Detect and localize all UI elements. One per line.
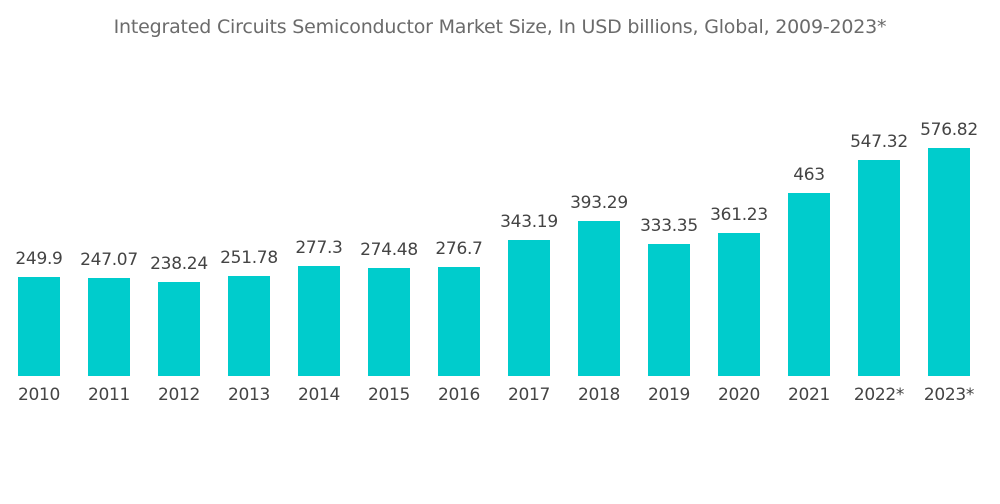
bar-2018	[578, 220, 620, 376]
x-axis-tick-label: 2021	[787, 385, 831, 405]
value-label: 393.29	[570, 192, 628, 213]
value-label: 238.24	[150, 253, 208, 274]
x-axis-tick-label: 2011	[87, 385, 131, 405]
bar-2019	[648, 244, 690, 376]
bar-2014	[298, 266, 340, 376]
value-label: 547.32	[850, 131, 908, 152]
bar-2020	[718, 233, 760, 376]
bar-2013	[228, 276, 270, 376]
x-axis-tick-label: 2012	[157, 385, 201, 405]
value-label: 463	[793, 164, 825, 185]
value-label: 251.78	[220, 248, 278, 269]
value-label: 333.35	[640, 216, 698, 237]
x-axis-tick-label: 2015	[367, 385, 411, 405]
chart-title: Integrated Circuits Semiconductor Market…	[113, 16, 887, 38]
x-axis-tick-label: 2022*	[853, 385, 905, 405]
value-label: 361.23	[710, 205, 768, 226]
bar-2023-projected	[928, 148, 970, 376]
value-label: 276.7	[435, 238, 483, 259]
x-axis-tick-label: 2019	[647, 385, 691, 405]
value-label: 277.3	[295, 238, 343, 259]
x-axis-tick-label: 2017	[507, 385, 551, 405]
x-axis-tick-label: 2020	[717, 385, 761, 405]
value-label: 274.48	[360, 239, 418, 260]
x-axis-tick-label: 2023*	[923, 385, 975, 405]
bar-2010	[18, 277, 60, 376]
bar-2022-projected	[858, 159, 900, 376]
x-axis-tick-label: 2018	[577, 385, 621, 405]
x-axis-tick-label: 2016	[437, 385, 481, 405]
value-label: 247.07	[80, 250, 138, 271]
x-axis-tick-label: 2014	[297, 385, 341, 405]
bar-2012	[158, 281, 200, 376]
bar-2015	[368, 267, 410, 376]
x-axis-tick-label: 2010	[17, 385, 61, 405]
bar-2011	[88, 278, 130, 376]
value-label: 343.19	[500, 212, 558, 233]
bar-2021	[788, 192, 830, 376]
value-label: 576.82	[920, 120, 978, 140]
bar-2017	[508, 240, 550, 376]
x-axis-tick-label: 2013	[227, 385, 271, 405]
value-label: 249.9	[15, 249, 63, 270]
bar-2016	[438, 266, 480, 376]
